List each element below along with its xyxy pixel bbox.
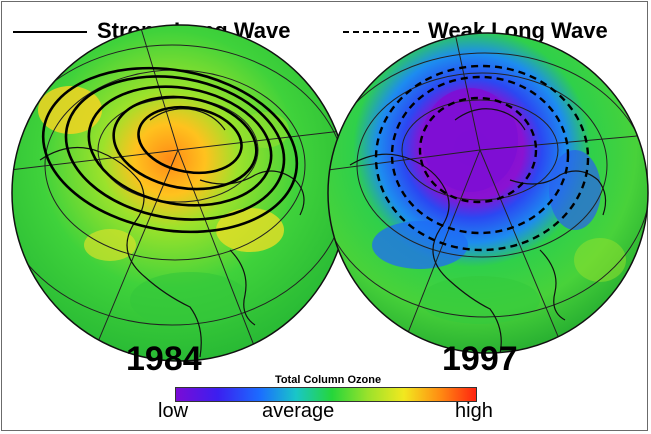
weak-wave-legend-line: [343, 31, 419, 33]
year-label-1984: 1984: [126, 340, 202, 378]
globe-1997-gridlines: [328, 33, 648, 353]
strong-wave-legend-line: [13, 31, 87, 33]
globe-1997-coastlines: [349, 108, 607, 353]
ozone-colorbar: [175, 387, 477, 402]
year-label-1997: 1997: [442, 340, 518, 378]
globe-1984: [11, 24, 349, 362]
colorbar-high-label: high: [455, 400, 493, 422]
colorbar-low-label: low: [158, 400, 189, 422]
globe-1997: [327, 32, 649, 354]
colorbar-title: Total Column Ozone: [274, 374, 382, 386]
strong-long-wave-contours: [41, 66, 299, 234]
weak-long-wave-contours: [374, 64, 590, 252]
colorbar-average-label: average: [262, 400, 335, 422]
